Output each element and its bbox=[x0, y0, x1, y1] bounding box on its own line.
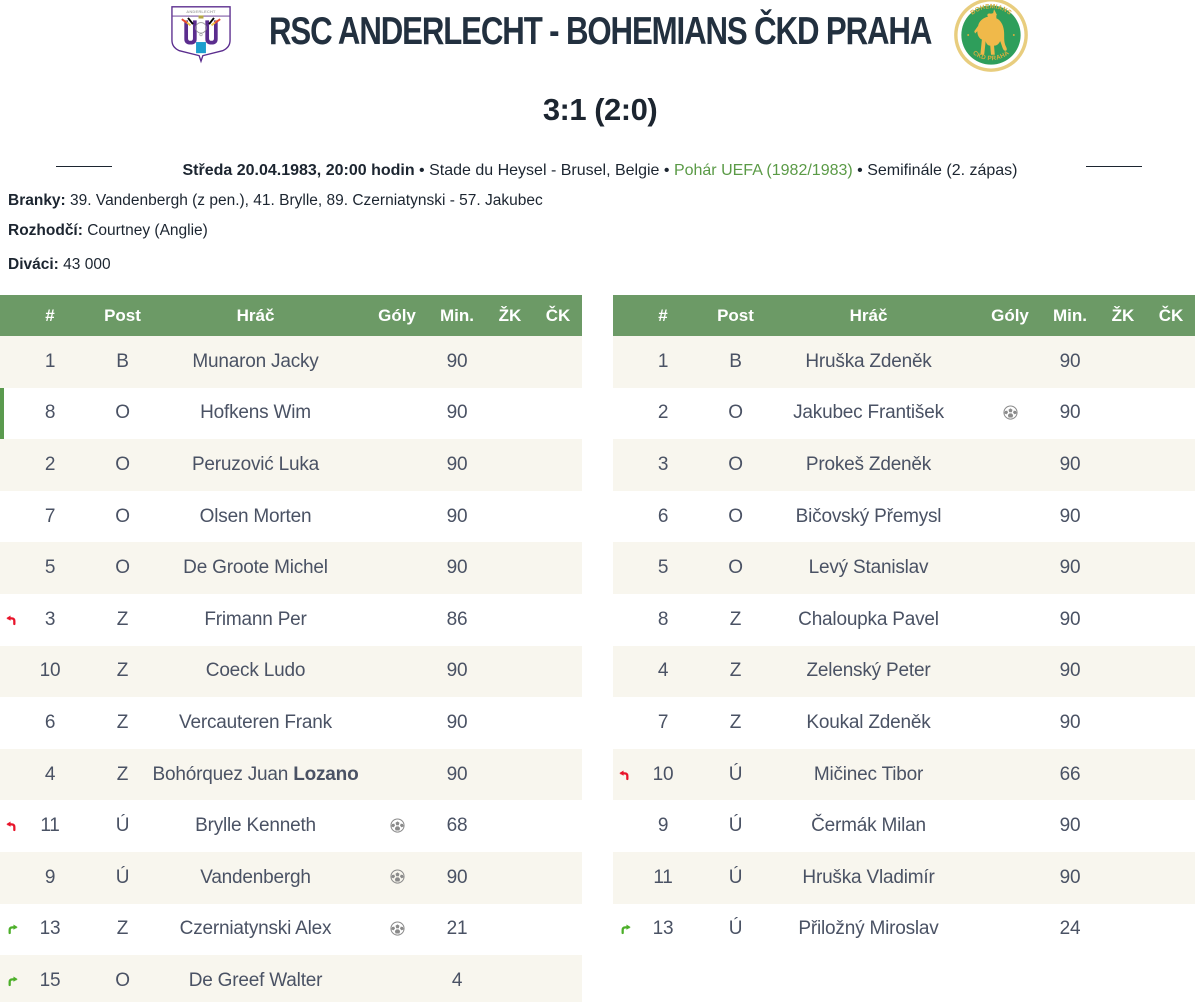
svg-text:ANDERLECHT: ANDERLECHT bbox=[186, 9, 216, 14]
